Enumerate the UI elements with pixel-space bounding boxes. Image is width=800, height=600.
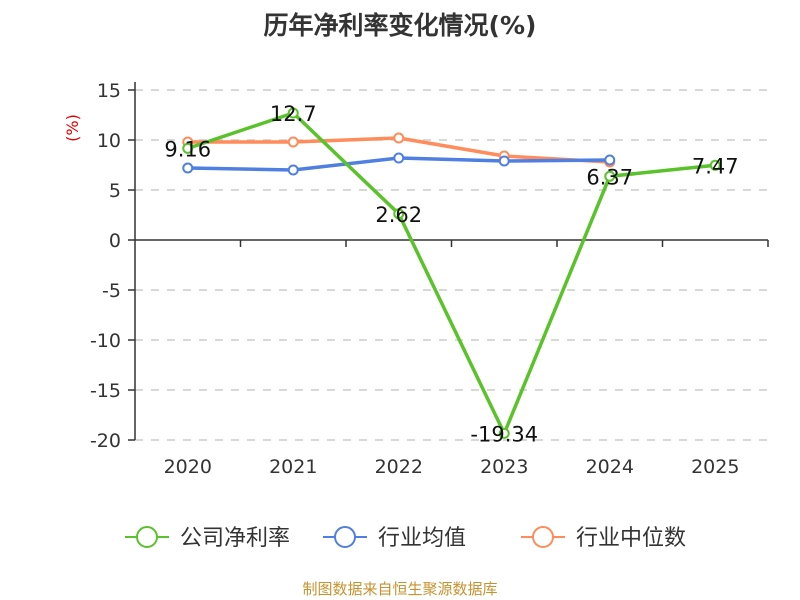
legend-marker-icon xyxy=(136,526,158,548)
legend-item[interactable]: 行业均值 xyxy=(323,526,466,551)
legend-marker-icon xyxy=(334,526,356,548)
x-tick-label: 2020 xyxy=(164,456,212,478)
x-tick-label: 2021 xyxy=(269,456,317,478)
data-point-marker[interactable] xyxy=(498,155,510,167)
legend-item[interactable]: 公司净利率 xyxy=(125,526,290,551)
legend-label: 行业中位数 xyxy=(576,526,686,551)
data-point-marker[interactable] xyxy=(604,170,616,182)
y-tick-label: 5 xyxy=(109,180,121,202)
industry-average-line xyxy=(182,152,616,176)
data-label: 12.7 xyxy=(270,102,317,126)
x-tick-label: 2024 xyxy=(586,456,634,478)
legend: 公司净利率 行业均值 行业中位数 xyxy=(125,526,686,551)
y-tick-label: 15 xyxy=(97,80,121,102)
data-point-marker[interactable] xyxy=(287,136,299,148)
data-point-marker[interactable] xyxy=(498,427,510,439)
company-net-margin-line xyxy=(182,107,721,439)
data-point-marker[interactable] xyxy=(709,159,721,171)
axes: 15 10 5 0 -5 -10 -15 -20 2020 2021 2022 2023 2024 202… xyxy=(90,80,769,478)
y-tick-label: -20 xyxy=(90,430,121,452)
data-label: 2.62 xyxy=(375,203,422,227)
legend-label: 行业均值 xyxy=(378,526,466,551)
y-axis-unit-label: (%) xyxy=(63,114,82,142)
data-source-note: 制图数据来自恒生聚源数据库 xyxy=(302,580,498,598)
legend-label: 公司净利率 xyxy=(180,526,290,551)
data-label: -19.34 xyxy=(470,422,538,446)
data-label: 6.37 xyxy=(586,165,633,189)
y-tick-label: 0 xyxy=(109,230,121,252)
data-label: 9.16 xyxy=(164,137,211,161)
y-tick-label: -10 xyxy=(90,330,121,352)
x-tick-label: 2025 xyxy=(691,456,739,478)
data-point-marker[interactable] xyxy=(182,162,194,174)
data-label: 7.47 xyxy=(692,154,739,178)
legend-item[interactable]: 行业中位数 xyxy=(521,526,686,551)
data-point-marker[interactable] xyxy=(182,142,194,154)
y-tick-label: 10 xyxy=(97,130,121,152)
y-tick-label: -15 xyxy=(90,380,121,402)
x-tick-label: 2023 xyxy=(480,456,528,478)
data-labels: 9.16 12.7 2.62 -19.34 6.37 7.47 xyxy=(164,102,738,446)
data-point-marker[interactable] xyxy=(393,132,405,144)
data-point-marker[interactable] xyxy=(604,154,616,166)
data-point-marker[interactable] xyxy=(393,152,405,164)
x-tick-label: 2022 xyxy=(375,456,423,478)
series-lines xyxy=(182,107,721,439)
y-tick-label: -5 xyxy=(102,280,121,302)
data-point-marker[interactable] xyxy=(393,208,405,220)
chart-title: 历年净利率变化情况(%) xyxy=(263,11,537,40)
legend-marker-icon xyxy=(532,526,554,548)
data-point-marker[interactable] xyxy=(287,164,299,176)
data-point-marker[interactable] xyxy=(287,107,299,119)
